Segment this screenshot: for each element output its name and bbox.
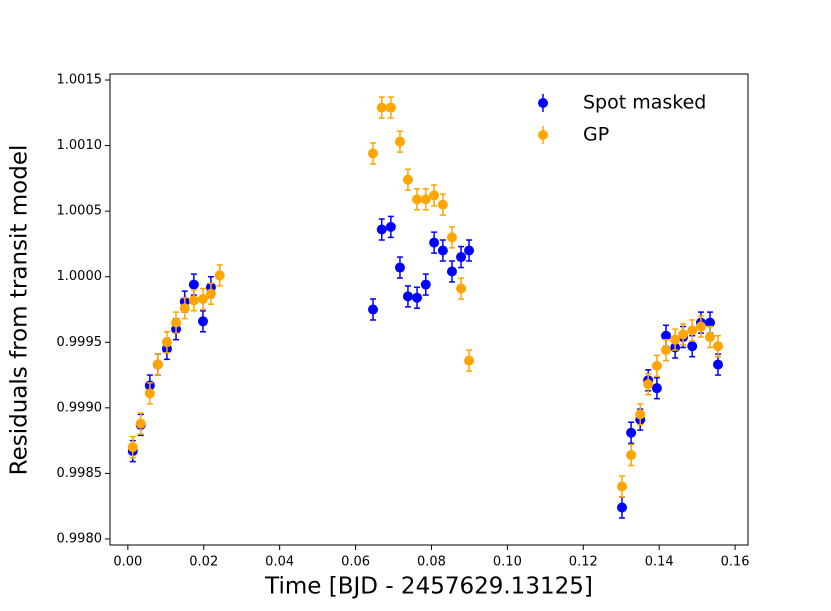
point — [376, 224, 387, 235]
point — [144, 388, 155, 399]
point — [626, 450, 637, 461]
point — [687, 325, 698, 336]
x-tick-label: 0.16 — [721, 555, 750, 570]
point — [446, 266, 457, 277]
x-axis-label: Time [BJD - 2457629.13125] — [264, 574, 593, 600]
y-tick-label: 1.0005 — [57, 204, 103, 219]
point — [635, 409, 646, 420]
point — [402, 291, 413, 302]
x-tick-label: 0.08 — [417, 555, 446, 570]
point — [197, 294, 208, 305]
point — [464, 245, 475, 256]
point — [713, 341, 724, 352]
point — [161, 337, 172, 348]
point — [695, 321, 706, 332]
x-tick-label: 0.04 — [265, 555, 294, 570]
y-tick-label: 0.9995 — [57, 335, 103, 350]
y-tick-label: 0.9985 — [57, 466, 103, 481]
y-tick-label: 0.9980 — [57, 531, 103, 546]
x-tick-label: 0.06 — [341, 555, 370, 570]
point — [464, 355, 475, 366]
point — [670, 334, 681, 345]
legend-marker — [538, 98, 548, 108]
point — [651, 360, 662, 371]
point — [188, 279, 199, 290]
point — [420, 194, 431, 205]
point — [437, 245, 448, 256]
point — [412, 194, 423, 205]
point — [152, 359, 163, 370]
point — [127, 442, 138, 453]
point — [616, 502, 627, 513]
point — [687, 341, 698, 352]
point — [385, 102, 396, 113]
y-tick-label: 1.0000 — [57, 269, 103, 284]
x-tick-label: 0.10 — [493, 555, 522, 570]
point — [437, 199, 448, 210]
x-tick-label: 0.12 — [569, 555, 598, 570]
y-tick-label: 1.0015 — [57, 73, 103, 88]
point — [713, 359, 724, 370]
point — [429, 190, 440, 201]
point — [626, 427, 637, 438]
point — [394, 136, 405, 147]
point — [394, 262, 405, 273]
point — [643, 379, 654, 390]
point — [171, 317, 182, 328]
point — [188, 295, 199, 306]
y-tick-label: 1.0010 — [57, 138, 103, 153]
point — [205, 288, 216, 299]
x-tick-label: 0.00 — [113, 555, 142, 570]
x-tick-label: 0.14 — [645, 555, 674, 570]
point — [214, 270, 225, 281]
point — [651, 383, 662, 394]
point — [705, 332, 716, 343]
point — [376, 102, 387, 113]
legend-label: Spot masked — [583, 92, 706, 114]
legend-marker — [538, 130, 548, 140]
x-tick-label: 0.02 — [189, 555, 218, 570]
point — [385, 221, 396, 232]
point — [678, 329, 689, 340]
plot-frame — [109, 73, 749, 546]
point — [661, 330, 672, 341]
point — [616, 481, 627, 492]
point — [456, 283, 467, 294]
point — [179, 303, 190, 314]
point — [412, 292, 423, 303]
point — [402, 174, 413, 185]
point — [456, 252, 467, 263]
point — [368, 148, 379, 159]
point — [446, 232, 457, 243]
point — [420, 279, 431, 290]
point — [661, 345, 672, 356]
point — [368, 304, 379, 315]
point — [705, 317, 716, 328]
y-axis-label: Residuals from transit model — [7, 145, 33, 476]
point — [135, 418, 146, 429]
point — [429, 237, 440, 248]
legend-label: GP — [583, 124, 609, 146]
point — [197, 316, 208, 327]
y-tick-label: 0.9990 — [57, 400, 103, 415]
